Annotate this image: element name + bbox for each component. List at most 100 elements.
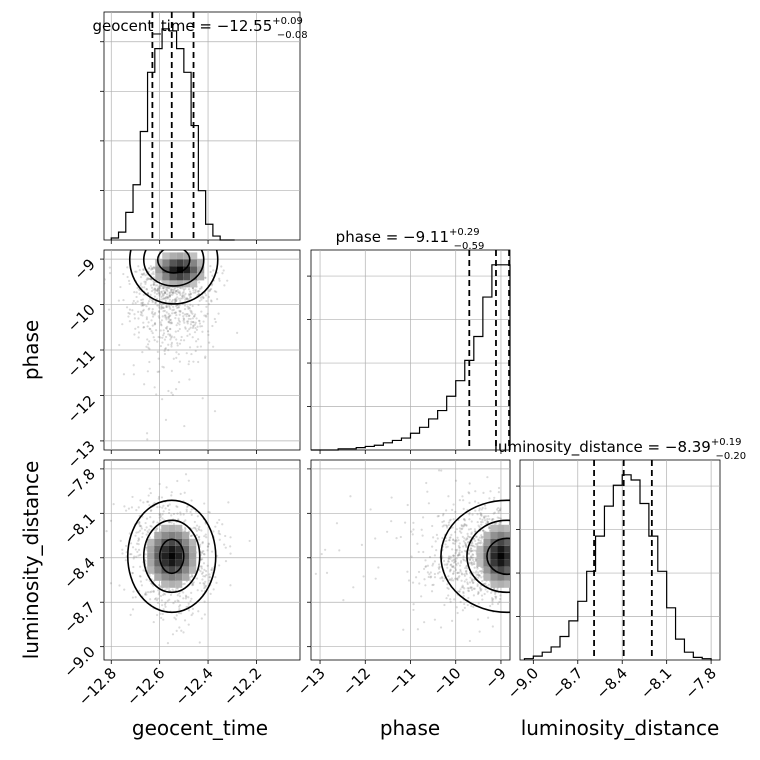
scatter-point: [161, 294, 164, 297]
scatter-point: [150, 330, 153, 333]
scatter-point: [159, 287, 162, 290]
scatter-point: [191, 582, 194, 585]
scatter-point: [427, 502, 431, 505]
scatter-point: [134, 270, 137, 273]
scatter-point: [159, 323, 163, 326]
scatter-point: [140, 525, 143, 528]
scatter-point: [168, 598, 171, 601]
scatter-point: [183, 526, 187, 529]
scatter-point: [468, 561, 471, 564]
scatter-point: [182, 597, 185, 600]
scatter-point: [147, 267, 151, 270]
scatter-point: [126, 275, 129, 279]
scatter-point: [153, 323, 156, 326]
scatter-point: [168, 287, 171, 290]
scatter-point: [173, 287, 176, 291]
scatter-point: [412, 528, 415, 531]
scatter-point: [195, 529, 198, 532]
scatter-point: [167, 296, 170, 299]
scatter-point: [156, 284, 159, 287]
density-cell: [189, 559, 197, 567]
scatter-point: [142, 308, 145, 312]
scatter-point: [179, 297, 183, 300]
scatter-point: [178, 320, 181, 323]
scatter-point: [483, 515, 486, 518]
density-cell: [175, 552, 183, 560]
scatter-point: [190, 499, 193, 502]
scatter-point: [474, 509, 477, 512]
scatter-point: [458, 552, 461, 555]
scatter-point: [194, 291, 197, 294]
density-cell: [497, 524, 505, 532]
scatter-point: [161, 517, 164, 520]
scatter-point: [198, 538, 201, 541]
scatter-point: [431, 583, 434, 587]
scatter-point: [474, 535, 477, 538]
scatter-point: [437, 469, 441, 472]
scatter-point: [154, 301, 157, 304]
density-cell: [182, 531, 190, 539]
scatter-point: [491, 600, 494, 603]
scatter-point: [488, 527, 491, 530]
scatter-point: [479, 520, 483, 524]
scatter-point: [198, 641, 201, 644]
scatter-point: [155, 292, 159, 296]
scatter-point: [438, 565, 441, 568]
scatter-point: [201, 571, 205, 574]
scatter-point: [142, 268, 145, 271]
scatter-point: [486, 520, 489, 523]
scatter-point: [165, 305, 169, 308]
scatter-point: [181, 297, 184, 300]
scatter-point: [193, 315, 196, 318]
scatter-point: [462, 524, 465, 527]
scatter-point: [141, 351, 144, 354]
scatter-point: [212, 530, 215, 533]
scatter-point: [476, 567, 479, 570]
scatter-point: [481, 529, 484, 532]
density-group: [147, 524, 197, 588]
scatter-point: [144, 591, 148, 594]
scatter-point: [442, 579, 445, 582]
scatter-point: [175, 614, 178, 617]
scatter-point: [156, 370, 159, 374]
scatter-point: [178, 342, 182, 345]
density-cell: [175, 559, 183, 567]
scatter-point: [474, 539, 477, 542]
scatter-point: [480, 594, 484, 597]
scatter-point: [196, 515, 199, 518]
scatter-point: [433, 572, 436, 576]
scatter-point: [491, 625, 494, 628]
scatter-point: [166, 290, 169, 293]
scatter-point: [455, 550, 458, 553]
scatter-point: [457, 539, 460, 542]
scatter-point: [171, 288, 174, 291]
scatter-point: [458, 549, 461, 552]
scatter-point: [196, 325, 199, 328]
scatter-point: [443, 524, 446, 527]
scatter-point: [152, 283, 155, 286]
scatter-point: [153, 281, 156, 284]
scatter-point: [135, 291, 138, 294]
scatter-point: [128, 308, 132, 311]
scatter-point: [185, 297, 188, 300]
scatter-point: [461, 527, 464, 530]
scatter-point: [206, 564, 209, 567]
scatter-point: [141, 309, 144, 313]
scatter-point: [157, 310, 161, 313]
scatter-point: [199, 543, 202, 546]
scatter-point: [121, 552, 124, 555]
scatter-point: [148, 360, 151, 364]
scatter-point: [189, 292, 193, 295]
scatter-point: [149, 590, 152, 594]
scatter-point: [221, 272, 224, 275]
density-cell: [176, 273, 184, 281]
scatter-point: [188, 298, 191, 301]
scatter-point: [207, 295, 211, 299]
scatter-point: [147, 500, 150, 503]
scatter-point: [236, 331, 239, 334]
scatter-point: [182, 288, 186, 291]
scatter-point: [158, 294, 161, 297]
scatter-point: [431, 524, 434, 528]
grid-lines: [104, 12, 720, 660]
scatter-point: [182, 315, 185, 318]
